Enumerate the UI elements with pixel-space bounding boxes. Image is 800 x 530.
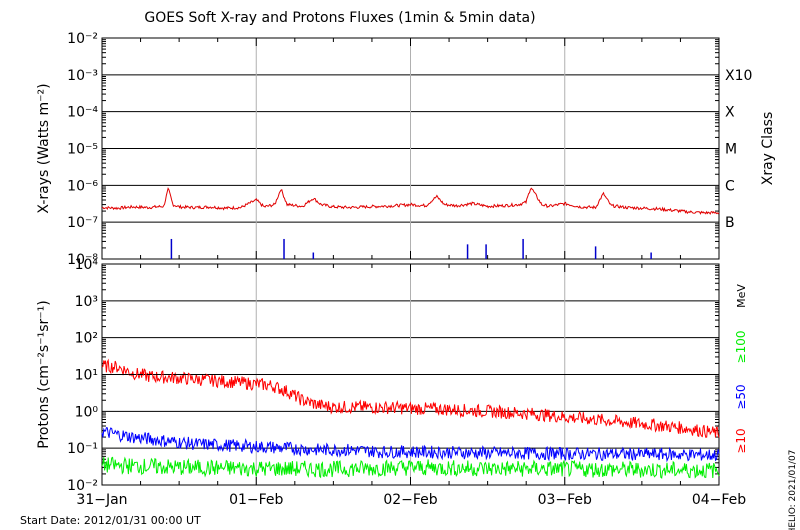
y-tick-label: 10⁻⁶ xyxy=(67,178,98,194)
x-tick-label: 01−Feb xyxy=(229,492,283,508)
xray-class-label: C xyxy=(725,178,735,194)
y-tick-label: 10⁻² xyxy=(67,478,98,494)
y-tick-label: 10⁴ xyxy=(75,257,99,273)
data-line xyxy=(101,358,720,438)
chart-title: GOES Soft X-ray and Protons Fluxes (1min… xyxy=(144,10,535,26)
xray-class-label: X xyxy=(725,105,735,121)
y-tick-label: 10⁻⁸ xyxy=(67,252,98,268)
y-tick-label: 10⁻² xyxy=(67,31,98,47)
x-tick-label: 03−Feb xyxy=(538,492,592,508)
y-tick-label: 10¹ xyxy=(75,368,98,384)
x-tick-label: 04−Feb xyxy=(692,492,746,508)
legend-series-label: ≥100 xyxy=(734,331,748,364)
xray-class-label: X10 xyxy=(725,68,752,84)
start-date-label: Start Date: 2012/01/31 00:00 UT xyxy=(20,514,201,527)
xray-class-label: B xyxy=(725,215,735,231)
legend-series-label: ≥10 xyxy=(734,428,748,453)
y-tick-label: 10⁻⁴ xyxy=(67,105,98,121)
helio-stamp: HELIO: 2021/01/07 xyxy=(788,450,798,530)
y-tick-label: 10⁰ xyxy=(75,404,99,420)
x-tick-label: 02−Feb xyxy=(383,492,437,508)
y-tick-label: 10² xyxy=(75,331,98,347)
proton-panel: 10⁻² 10⁻¹ 10⁰ 10¹ 10² 10³ 10⁴ Protons (cm⁻²s⁻¹s… xyxy=(36,257,748,508)
data-line xyxy=(101,187,720,215)
y-tick-label: 10⁻¹ xyxy=(67,441,98,457)
legend-series-label: ≥50 xyxy=(734,384,748,409)
y-axis-label: X-rays (Watts m⁻²) xyxy=(36,83,52,213)
xray-class-label: M xyxy=(725,142,737,158)
xray-class-axis-label: Xray Class xyxy=(760,112,776,186)
y-tick-label: 10⁻³ xyxy=(67,68,98,84)
x-tick-label: 31−Jan xyxy=(76,492,127,508)
legend-unit-label: MeV xyxy=(735,284,748,308)
xray-panel: 10⁻⁸ 10⁻⁷ 10⁻⁶ 10⁻⁵ 10⁻⁴ 10⁻³ 10⁻² X-rays (Watt… xyxy=(36,31,776,268)
y-tick-label: 10⁻⁵ xyxy=(67,142,98,158)
data-line xyxy=(101,427,720,463)
y-tick-label: 10⁻⁷ xyxy=(67,215,98,231)
y-axis-label: Protons (cm⁻²s⁻¹sr⁻¹) xyxy=(36,300,52,449)
data-line xyxy=(101,456,720,479)
y-tick-label: 10³ xyxy=(75,294,98,310)
